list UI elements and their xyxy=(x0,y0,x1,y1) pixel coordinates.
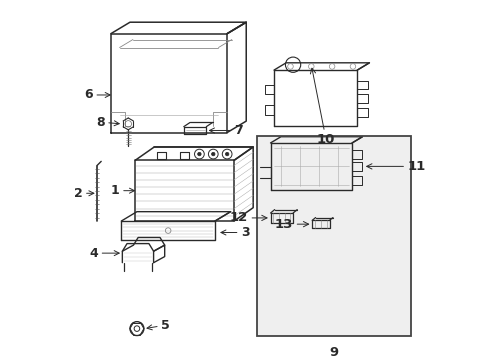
Text: 4: 4 xyxy=(89,247,119,260)
Circle shape xyxy=(211,152,215,156)
Text: 12: 12 xyxy=(229,211,266,224)
Text: 8: 8 xyxy=(96,116,119,129)
Text: 11: 11 xyxy=(366,160,425,173)
Circle shape xyxy=(197,152,201,156)
Text: 5: 5 xyxy=(147,319,170,332)
Text: 6: 6 xyxy=(84,89,110,102)
Bar xyxy=(256,136,410,336)
Circle shape xyxy=(225,152,228,156)
Bar xyxy=(256,136,410,336)
Text: 13: 13 xyxy=(274,218,308,231)
Text: 9: 9 xyxy=(328,346,338,359)
Text: 7: 7 xyxy=(209,124,243,137)
Text: 3: 3 xyxy=(221,226,249,239)
Text: 1: 1 xyxy=(111,184,134,197)
Text: 2: 2 xyxy=(74,187,94,200)
Text: 10: 10 xyxy=(310,68,335,147)
